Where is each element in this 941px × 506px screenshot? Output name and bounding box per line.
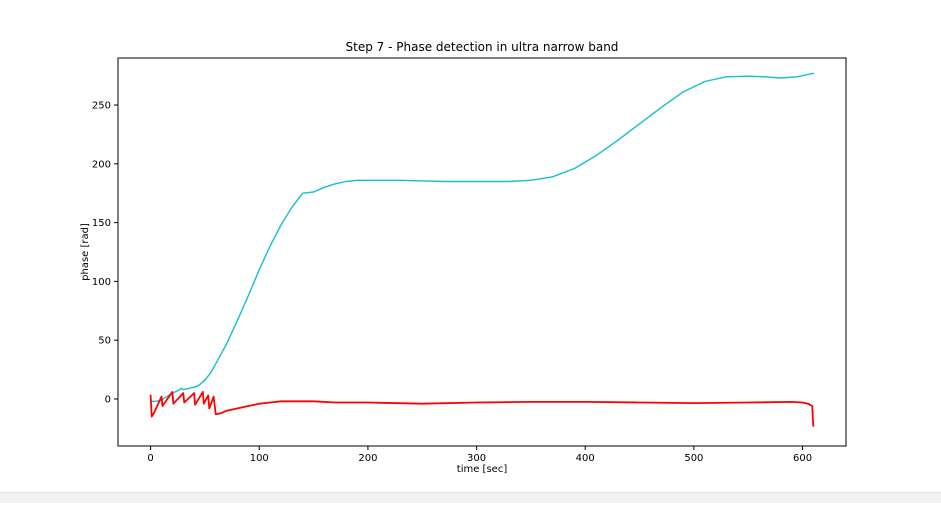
chart-title: Step 7 - Phase detection in ultra narrow…: [346, 40, 619, 54]
y-ticks: 0 50 100 150 200 250: [92, 101, 118, 405]
y-axis-label: phase [rad]: [80, 223, 91, 281]
y-tick-label: 50: [98, 336, 111, 347]
y-tick-label: 150: [92, 218, 111, 229]
x-tick-label: 600: [793, 453, 812, 464]
plot-frame: [117, 57, 847, 447]
x-tick-label: 100: [250, 453, 269, 464]
series-line-1: [149, 72, 815, 402]
series-layer: [149, 72, 815, 427]
x-tick-label: 300: [467, 453, 486, 464]
x-tick-label: 500: [684, 453, 703, 464]
series-line-2: [149, 390, 815, 427]
x-tick-label: 0: [147, 453, 153, 464]
window-bottom-strip: [0, 492, 941, 503]
x-tick-label: 200: [358, 453, 377, 464]
y-tick-label: 100: [92, 277, 111, 288]
y-tick-label: 200: [92, 159, 111, 170]
y-tick-label: 250: [92, 101, 111, 112]
x-ticks: 0 100 200 300 400 500 600: [147, 446, 812, 464]
x-axis-label: time [sec]: [457, 464, 508, 475]
y-tick-label: 0: [105, 394, 111, 405]
x-tick-label: 400: [576, 453, 595, 464]
